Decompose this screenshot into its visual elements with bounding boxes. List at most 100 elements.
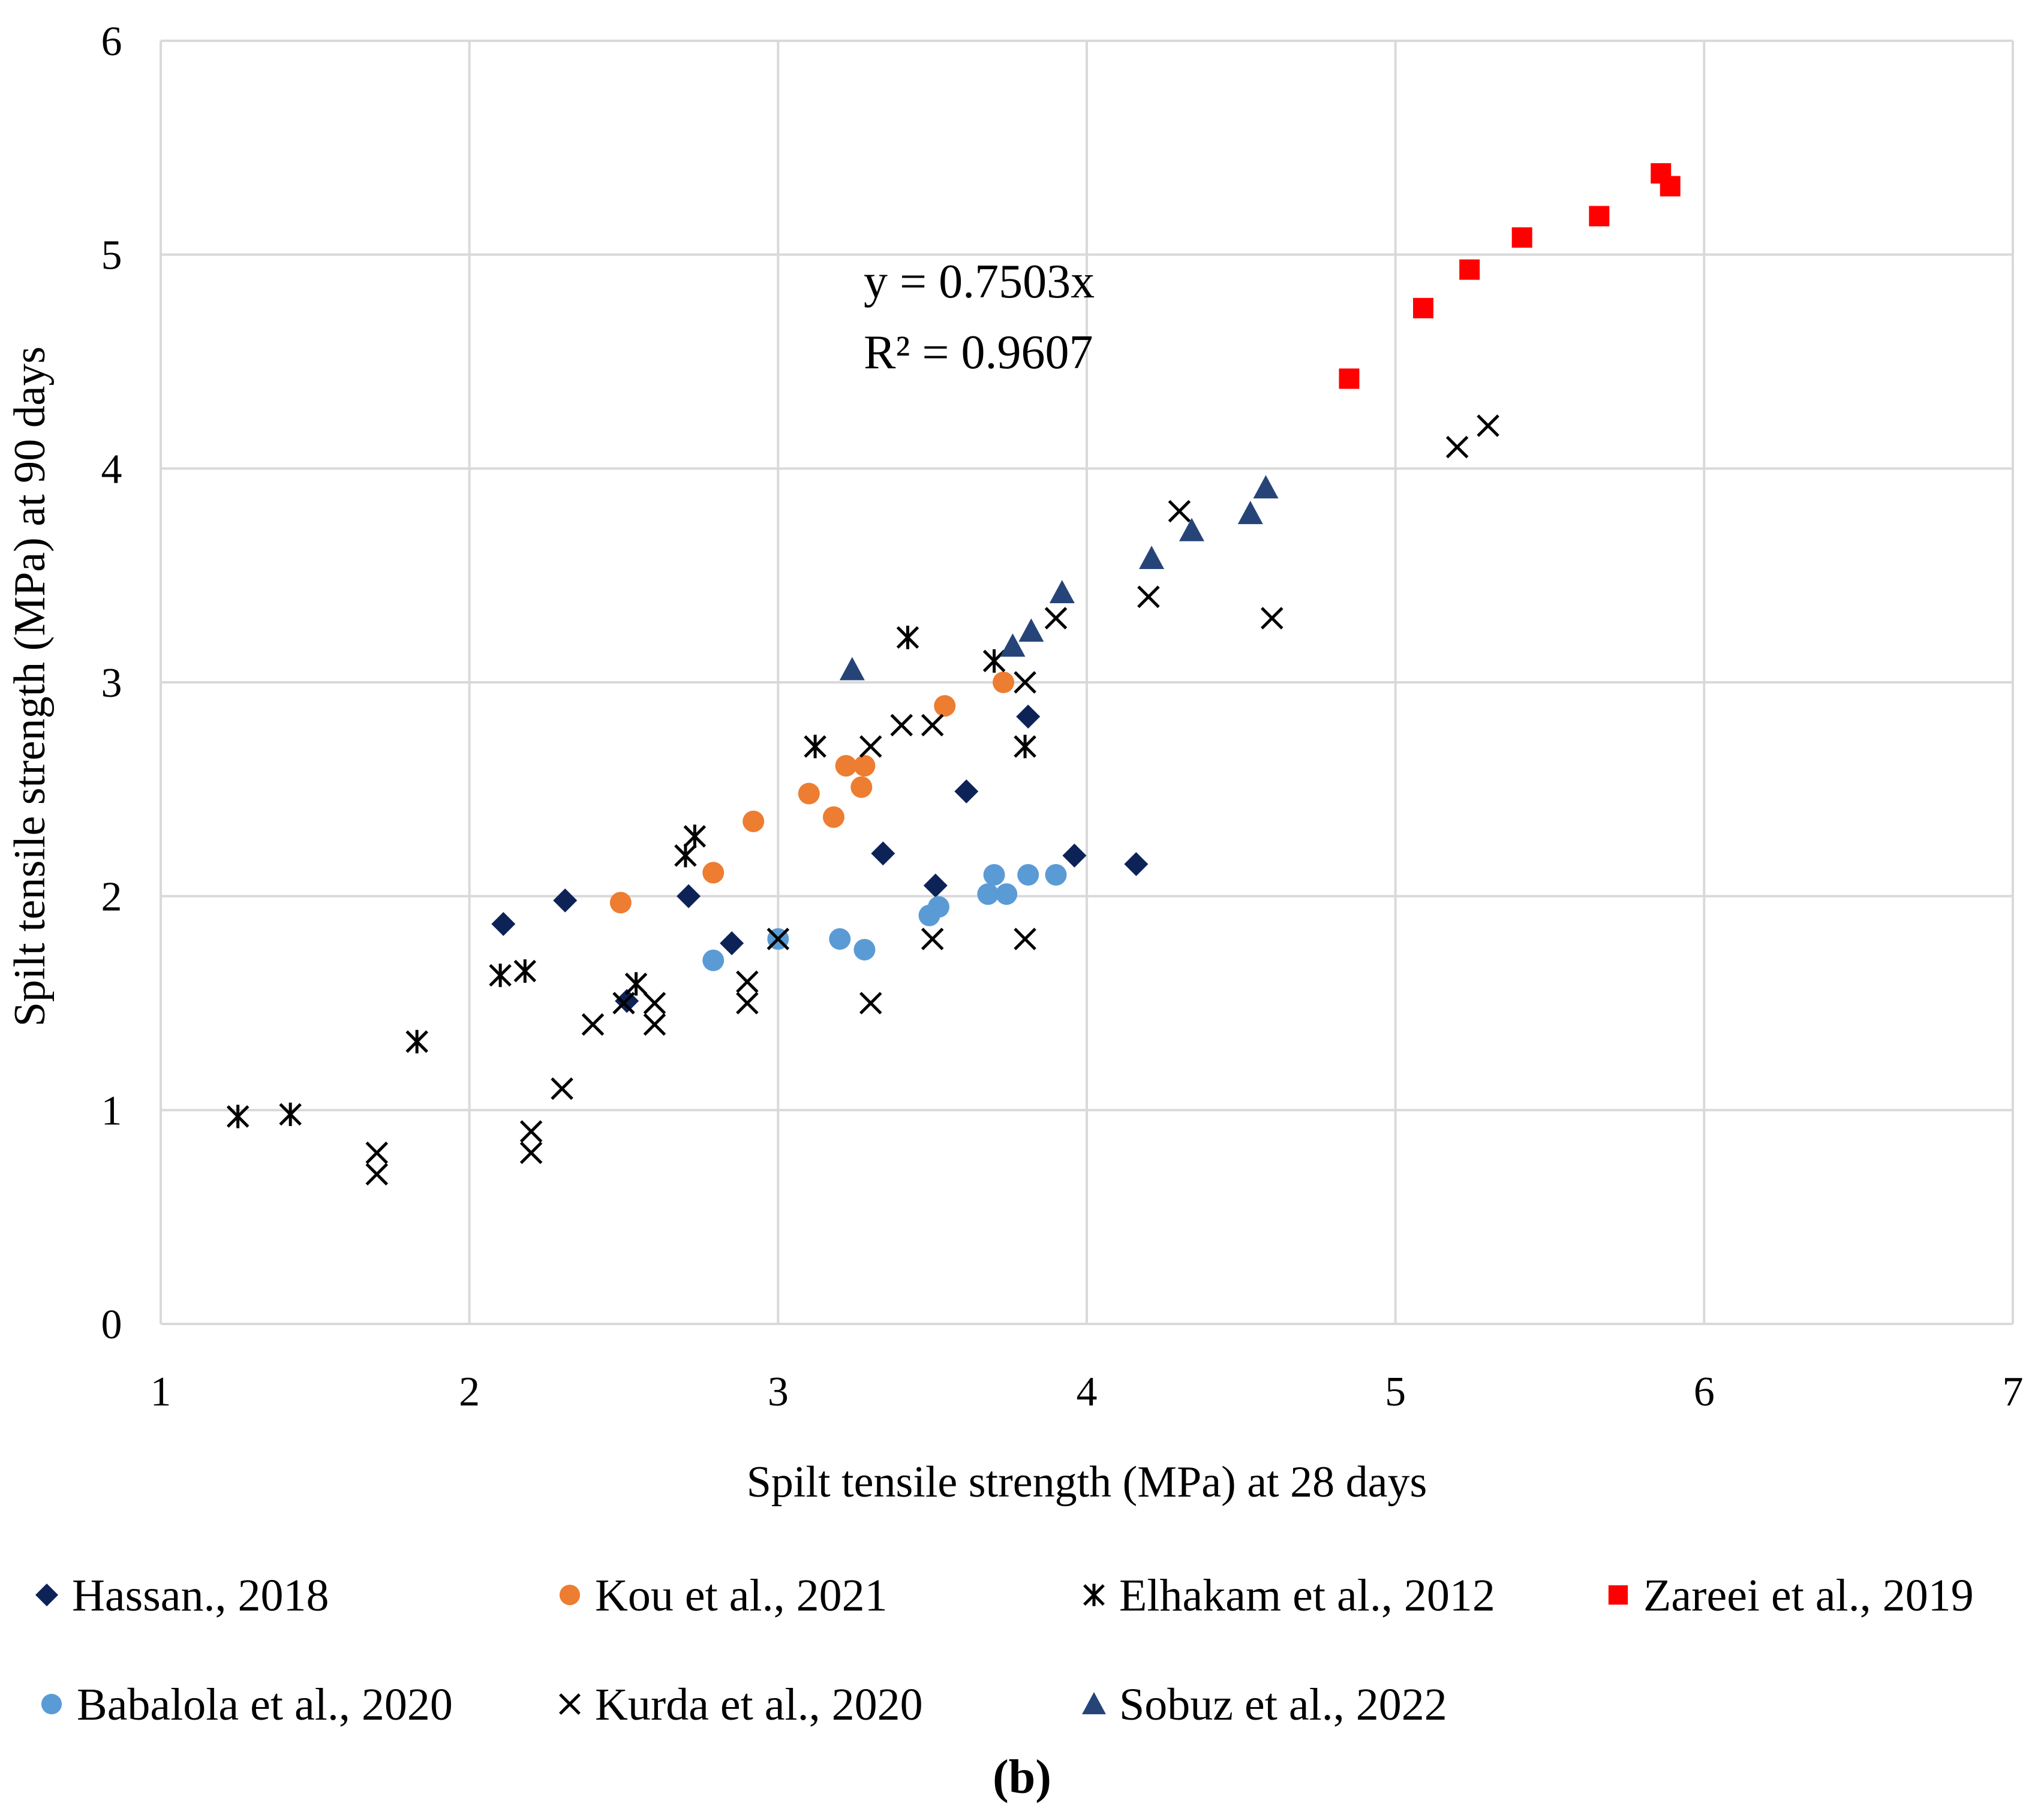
- data-point-sobuz-et-al-2022: [1018, 618, 1044, 642]
- data-point-sobuz-et-al-2022: [1000, 633, 1026, 657]
- legend-marker-babalola-et-al-2020: [41, 1693, 62, 1715]
- legend-item-hassan-2018: Hassan., 2018: [35, 1570, 329, 1621]
- y-tick-label: 3: [101, 660, 122, 706]
- y-tick-label: 4: [101, 446, 122, 492]
- data-point-babalola-et-al-2020: [853, 938, 876, 961]
- data-point-babalola-et-al-2020: [702, 949, 725, 971]
- x-tick-label: 3: [768, 1369, 789, 1415]
- legend-label: Kurda et al., 2020: [595, 1679, 923, 1730]
- data-point-kurda-et-al-2020: [736, 992, 759, 1015]
- data-point-kurda-et-al-2020: [921, 928, 944, 950]
- x-tick-label: 1: [151, 1369, 172, 1415]
- legend-item-sobuz-et-al-2022: Sobuz et al., 2022: [1082, 1679, 1447, 1730]
- data-point-kou-et-al-2021: [822, 806, 844, 828]
- data-point-hassan-2018: [923, 873, 948, 898]
- data-point-kurda-et-al-2020: [581, 1013, 605, 1036]
- data-point-kurda-et-al-2020: [1044, 607, 1068, 630]
- y-tick-label: 2: [101, 874, 122, 920]
- legend-label: Elhakam et al., 2012: [1119, 1570, 1495, 1621]
- data-points: [226, 163, 1681, 1186]
- data-point-babalola-et-al-2020: [829, 928, 851, 950]
- data-point-elhakam-et-al-2012: [279, 1102, 302, 1127]
- data-point-kurda-et-al-2020: [1168, 499, 1191, 523]
- legend-item-babalola-et-al-2020: Babalola et al., 2020: [41, 1679, 453, 1730]
- data-point-elhakam-et-al-2012: [982, 649, 1006, 673]
- x-tick-label: 5: [1385, 1369, 1406, 1415]
- data-point-hassan-2018: [720, 931, 744, 956]
- data-point-elhakam-et-al-2012: [624, 972, 648, 996]
- x-tick-label: 2: [459, 1369, 480, 1415]
- data-point-kurda-et-al-2020: [519, 1141, 543, 1164]
- data-point-kou-et-al-2021: [798, 782, 820, 805]
- data-point-kurda-et-al-2020: [1477, 414, 1499, 437]
- data-point-hassan-2018: [553, 888, 578, 913]
- data-point-kurda-et-al-2020: [551, 1077, 573, 1100]
- y-tick-label: 5: [101, 233, 122, 279]
- data-point-kurda-et-al-2020: [1014, 671, 1036, 694]
- data-point-elhakam-et-al-2012: [226, 1104, 250, 1128]
- data-point-hassan-2018: [491, 912, 516, 937]
- data-point-zareei-et-al-2019: [1660, 176, 1681, 197]
- grid-lines: [160, 40, 2014, 1325]
- data-point-elhakam-et-al-2012: [674, 844, 697, 868]
- legend-label: Sobuz et al., 2022: [1119, 1679, 1447, 1730]
- legend-label: Kou et al., 2021: [595, 1570, 888, 1621]
- data-point-kou-et-al-2021: [934, 695, 956, 717]
- y-tick-label: 6: [101, 19, 122, 65]
- legend-marker-kou-et-al-2021: [559, 1584, 581, 1606]
- data-point-hassan-2018: [677, 884, 701, 908]
- data-point-kurda-et-al-2020: [365, 1163, 389, 1186]
- data-point-elhakam-et-al-2012: [1014, 735, 1036, 758]
- data-point-elhakam-et-al-2012: [405, 1030, 428, 1054]
- data-point-kurda-et-al-2020: [890, 714, 913, 737]
- data-point-babalola-et-al-2020: [983, 864, 1005, 886]
- data-point-hassan-2018: [1016, 705, 1041, 729]
- data-point-kurda-et-al-2020: [1137, 585, 1160, 609]
- data-point-kou-et-al-2021: [702, 862, 725, 884]
- y-tick-labels: 0 1 2 3 4 5 6: [101, 19, 122, 1348]
- x-tick-label: 7: [2003, 1369, 2024, 1415]
- data-point-elhakam-et-al-2012: [513, 959, 537, 983]
- data-point-elhakam-et-al-2012: [683, 824, 707, 848]
- legend-marker-zareei-et-al-2019: [1608, 1585, 1628, 1605]
- data-point-hassan-2018: [1062, 843, 1087, 868]
- legend-marker-kurda-et-al-2020: [559, 1693, 581, 1715]
- data-point-sobuz-et-al-2022: [1237, 501, 1263, 525]
- x-tick-label: 6: [1694, 1369, 1715, 1415]
- legend-item-elhakam-et-al-2012: Elhakam et al., 2012: [1083, 1570, 1495, 1621]
- figure-caption: (b): [993, 1751, 1051, 1804]
- data-point-sobuz-et-al-2022: [1049, 580, 1075, 604]
- data-point-zareei-et-al-2019: [1412, 297, 1433, 318]
- legend-label: Hassan., 2018: [72, 1570, 329, 1621]
- data-point-kurda-et-al-2020: [612, 992, 635, 1015]
- data-point-babalola-et-al-2020: [1017, 864, 1039, 886]
- data-point-kou-et-al-2021: [743, 810, 765, 832]
- data-point-kou-et-al-2021: [609, 892, 632, 914]
- data-point-zareei-et-al-2019: [1459, 259, 1480, 280]
- x-axis-title: Spilt tensile strength (MPa) at 28 days: [747, 1458, 1427, 1507]
- legend-label: Babalola et al., 2020: [77, 1679, 453, 1730]
- y-axis-title: Spilt tensile strength (MPa) at 90 days: [5, 347, 55, 1027]
- data-point-kou-et-al-2021: [835, 755, 857, 777]
- data-point-kurda-et-al-2020: [736, 970, 759, 994]
- legend-item-zareei-et-al-2019: Zareei et al., 2019: [1608, 1570, 1974, 1621]
- data-point-babalola-et-al-2020: [927, 896, 949, 918]
- data-point-hassan-2018: [954, 779, 979, 803]
- data-point-sobuz-et-al-2022: [1139, 546, 1165, 569]
- data-point-hassan-2018: [1124, 852, 1149, 877]
- y-tick-label: 0: [101, 1302, 122, 1348]
- legend-marker-hassan-2018: [35, 1584, 58, 1606]
- y-tick-label: 1: [101, 1088, 122, 1134]
- data-point-elhakam-et-al-2012: [896, 625, 919, 649]
- legend-marker-elhakam-et-al-2012: [1083, 1584, 1105, 1606]
- data-point-elhakam-et-al-2012: [489, 964, 512, 988]
- legend-item-kurda-et-al-2020: Kurda et al., 2020: [559, 1679, 923, 1730]
- x-tick-label: 4: [1077, 1369, 1098, 1415]
- data-point-hassan-2018: [871, 841, 895, 866]
- legend: Hassan., 2018 Kou et al., 2021 Elhakam et …: [35, 1570, 1974, 1730]
- data-point-kurda-et-al-2020: [643, 992, 666, 1015]
- trendline-equation: y = 0.7503x: [864, 255, 1095, 308]
- data-point-sobuz-et-al-2022: [1179, 517, 1204, 541]
- data-point-kurda-et-al-2020: [1445, 435, 1469, 459]
